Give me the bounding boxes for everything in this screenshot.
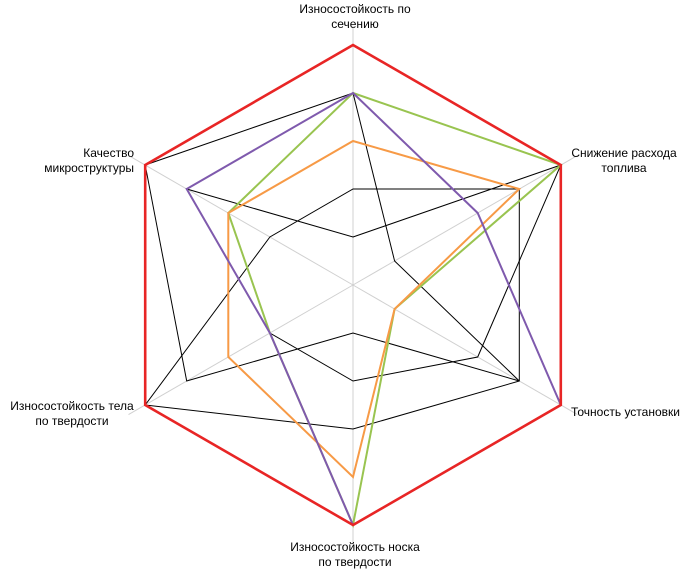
radar-spokes	[128, 25, 578, 545]
axis-label-wear-section: Износостойкость по сечению	[299, 2, 411, 31]
axis-label-wear-nose: Износостойкость носка по твердости	[290, 540, 420, 569]
radar-series-polygon	[144, 92, 520, 382]
radar-series-polygon	[227, 139, 522, 479]
radar-spoke	[128, 284, 354, 416]
radar-spoke	[352, 284, 578, 416]
axis-label-wear-body: Износостойкость тела по твердости	[10, 399, 134, 428]
axis-label-install-accuracy: Точность установки	[571, 405, 680, 419]
radar-spoke	[352, 154, 578, 286]
radar-series-polygon	[143, 43, 563, 527]
radar-series	[143, 43, 563, 529]
axis-label-microstructure: Качество микроструктуры	[44, 146, 134, 175]
radar-series-polygon	[144, 188, 520, 430]
axis-label-fuel-reduction: Снижение расхода топлива	[571, 146, 677, 175]
radar-spoke	[128, 154, 354, 286]
